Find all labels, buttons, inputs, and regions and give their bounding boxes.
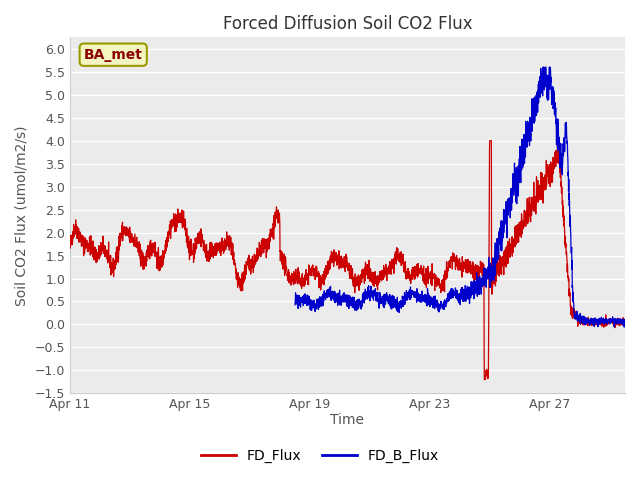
- X-axis label: Time: Time: [330, 413, 364, 427]
- Y-axis label: Soil CO2 Flux (umol/m2/s): Soil CO2 Flux (umol/m2/s): [15, 125, 29, 306]
- Text: BA_met: BA_met: [84, 48, 143, 62]
- Title: Forced Diffusion Soil CO2 Flux: Forced Diffusion Soil CO2 Flux: [223, 15, 472, 33]
- Legend: FD_Flux, FD_B_Flux: FD_Flux, FD_B_Flux: [195, 443, 445, 468]
